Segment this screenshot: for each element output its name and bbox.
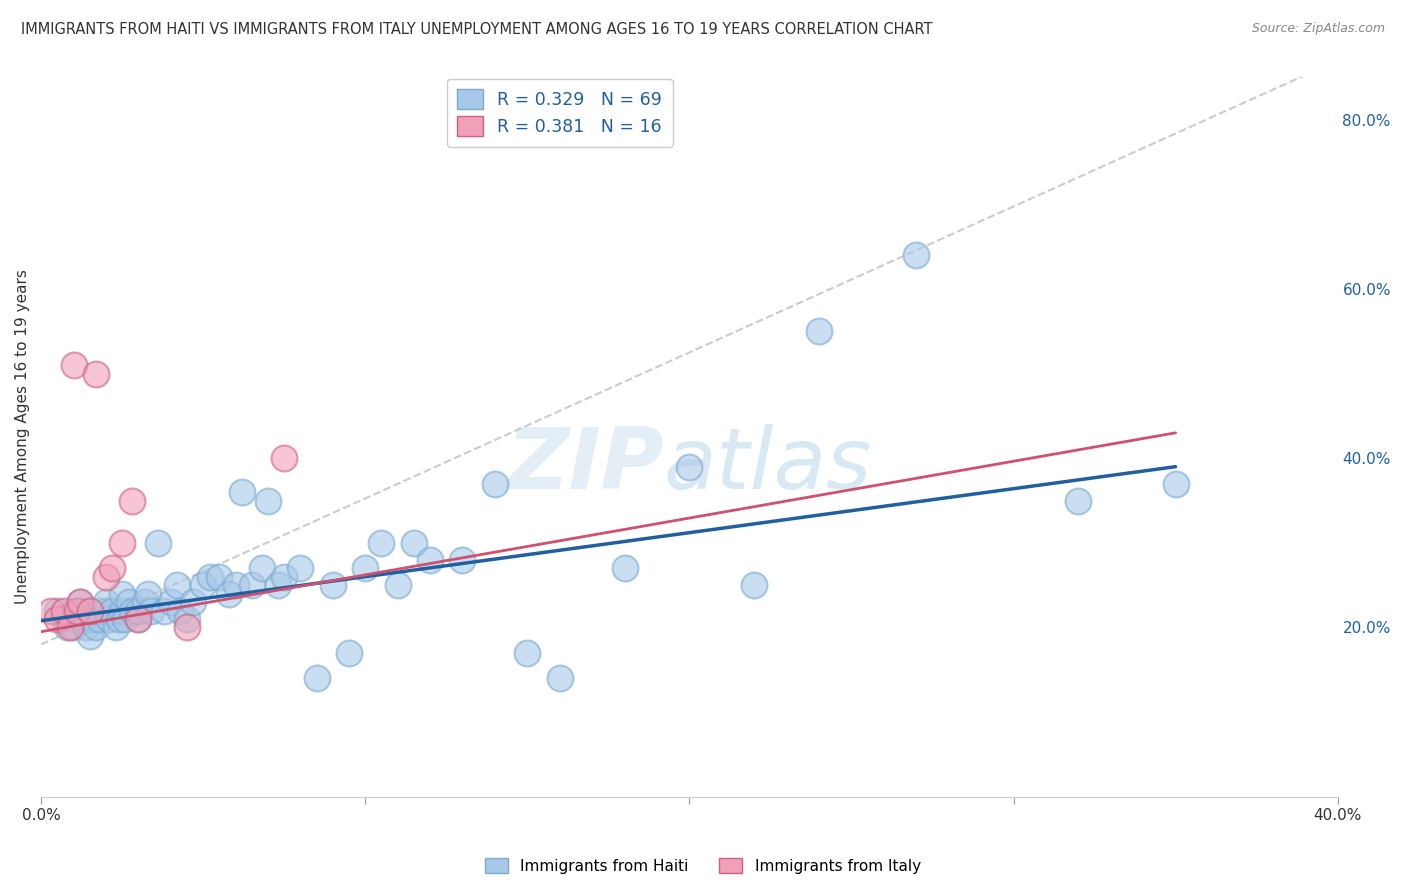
Point: [290, 561, 312, 575]
Point: [127, 612, 149, 626]
Point: [104, 620, 127, 634]
Point: [193, 578, 215, 592]
Point: [387, 578, 409, 592]
Text: atlas: atlas: [664, 425, 872, 508]
Point: [62, 358, 84, 372]
Point: [94, 595, 117, 609]
Text: IMMIGRANTS FROM HAITI VS IMMIGRANTS FROM ITALY UNEMPLOYMENT AMONG AGES 16 TO 19 : IMMIGRANTS FROM HAITI VS IMMIGRANTS FROM…: [21, 22, 932, 37]
Point: [98, 612, 121, 626]
Point: [82, 612, 104, 626]
Point: [402, 536, 425, 550]
Point: [101, 603, 124, 617]
Point: [267, 578, 290, 592]
Point: [198, 569, 221, 583]
Point: [250, 561, 273, 575]
Point: [84, 367, 107, 381]
Point: [183, 595, 205, 609]
Point: [1164, 476, 1187, 491]
Point: [79, 629, 101, 643]
Point: [94, 603, 117, 617]
Point: [808, 324, 831, 338]
Point: [257, 493, 280, 508]
Point: [117, 595, 139, 609]
Point: [516, 646, 538, 660]
Point: [159, 595, 181, 609]
Point: [305, 671, 328, 685]
Point: [153, 603, 176, 617]
Point: [169, 603, 191, 617]
Point: [176, 620, 198, 634]
Y-axis label: Unemployment Among Ages 16 to 19 years: Unemployment Among Ages 16 to 19 years: [15, 269, 30, 605]
Point: [419, 553, 441, 567]
Point: [127, 612, 149, 626]
Point: [136, 586, 159, 600]
Point: [69, 595, 91, 609]
Point: [56, 620, 79, 634]
Point: [127, 603, 149, 617]
Point: [905, 248, 928, 262]
Point: [69, 595, 91, 609]
Point: [108, 612, 131, 626]
Point: [59, 620, 82, 634]
Point: [79, 603, 101, 617]
Point: [176, 612, 198, 626]
Point: [231, 485, 253, 500]
Point: [134, 595, 156, 609]
Point: [273, 451, 295, 466]
Point: [613, 561, 636, 575]
Legend: R = 0.329   N = 69, R = 0.381   N = 16: R = 0.329 N = 69, R = 0.381 N = 16: [447, 78, 672, 147]
Point: [370, 536, 392, 550]
Point: [111, 586, 134, 600]
Point: [62, 620, 84, 634]
Point: [322, 578, 344, 592]
Point: [166, 578, 188, 592]
Point: [72, 612, 94, 626]
Point: [121, 603, 143, 617]
Point: [46, 612, 69, 626]
Point: [678, 459, 700, 474]
Point: [114, 612, 136, 626]
Point: [141, 603, 163, 617]
Point: [76, 620, 98, 634]
Point: [218, 586, 240, 600]
Point: [46, 603, 69, 617]
Point: [337, 646, 360, 660]
Legend: Immigrants from Haiti, Immigrants from Italy: Immigrants from Haiti, Immigrants from I…: [479, 852, 927, 880]
Point: [742, 578, 765, 592]
Point: [121, 493, 143, 508]
Point: [451, 553, 474, 567]
Point: [84, 620, 107, 634]
Point: [69, 603, 91, 617]
Point: [240, 578, 263, 592]
Point: [146, 536, 169, 550]
Point: [62, 612, 84, 626]
Point: [111, 536, 134, 550]
Point: [101, 561, 124, 575]
Text: ZIP: ZIP: [506, 425, 664, 508]
Point: [52, 603, 75, 617]
Point: [52, 612, 75, 626]
Point: [62, 603, 84, 617]
Point: [66, 603, 89, 617]
Text: Source: ZipAtlas.com: Source: ZipAtlas.com: [1251, 22, 1385, 36]
Point: [89, 612, 111, 626]
Point: [111, 603, 134, 617]
Point: [273, 569, 295, 583]
Point: [89, 603, 111, 617]
Point: [94, 569, 117, 583]
Point: [484, 476, 506, 491]
Point: [39, 603, 62, 617]
Point: [354, 561, 377, 575]
Point: [1067, 493, 1090, 508]
Point: [208, 569, 231, 583]
Point: [225, 578, 247, 592]
Point: [548, 671, 571, 685]
